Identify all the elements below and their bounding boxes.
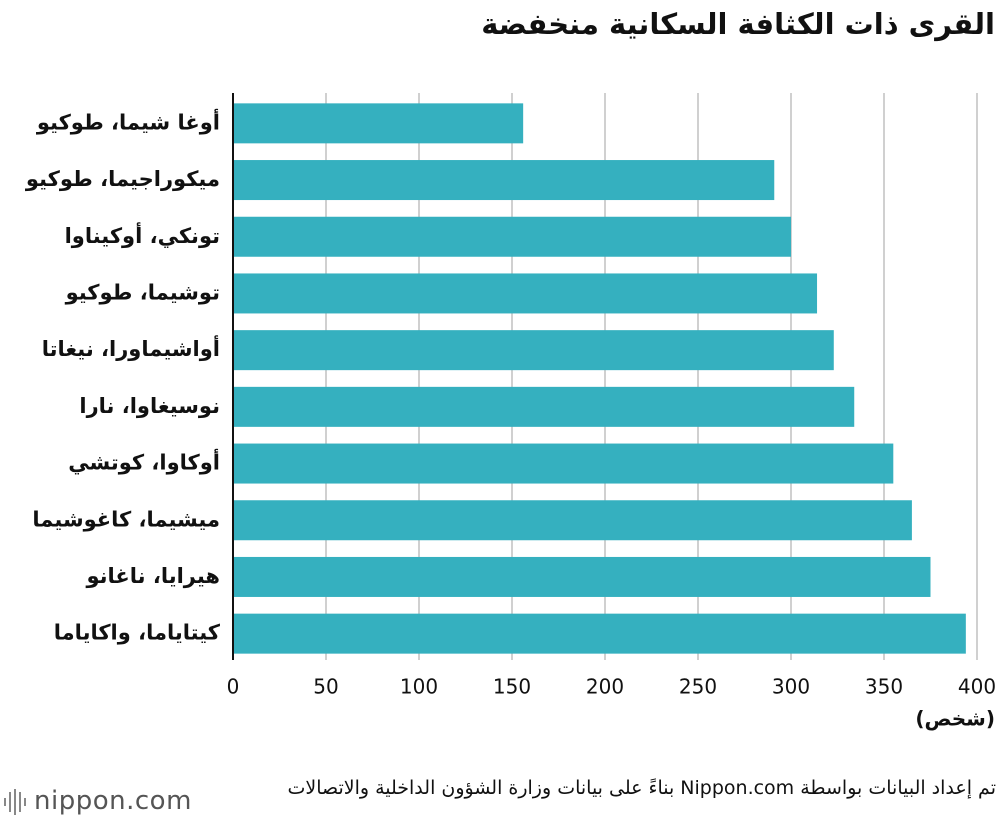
bar: [233, 556, 931, 597]
bar: [233, 330, 834, 371]
bar: [233, 386, 855, 427]
x-tick-label: 350: [865, 675, 903, 699]
y-tick-label: ميشيما، كاغوشيما: [32, 507, 220, 531]
y-tick-label: هيرايا، ناغانو: [85, 564, 220, 588]
logo-icon: [4, 789, 26, 815]
x-axis-label: (شخص): [915, 707, 995, 731]
y-tick-label: كيتاياما، واكاياما: [54, 621, 221, 645]
x-tick-label: 0: [227, 675, 240, 699]
y-tick-label: توشيما، طوكيو: [65, 280, 220, 304]
bar: [233, 500, 912, 541]
logo: nippon.com: [34, 786, 192, 816]
y-tick-label: نوسيغاوا، نارا: [79, 394, 220, 418]
y-tick-label: تونكي، أوكيناوا: [65, 221, 220, 248]
x-tick-label: 100: [400, 675, 438, 699]
chart: القرى ذات الكثافة السكانية منخفضة (شخص) …: [25, 7, 996, 731]
y-tick-label: أواشيماورا، نيغاتا: [42, 334, 220, 361]
x-tick-label: 50: [313, 675, 338, 699]
y-tick-label: أوكاوا، كوتشي: [68, 448, 220, 475]
x-tick-label: 150: [493, 675, 531, 699]
bar: [233, 443, 894, 484]
source-note: تم إعداد البيانات بواسطة Nippon.com بناء…: [287, 777, 996, 799]
y-tick-label: ميكوراجيما، طوكيو: [25, 167, 220, 191]
bar: [233, 216, 791, 257]
bar: [233, 613, 966, 654]
bar: [233, 160, 775, 201]
x-tick-label: 400: [958, 675, 996, 699]
x-tick-label: 300: [772, 675, 810, 699]
x-tick-label: 200: [586, 675, 624, 699]
chart-title: القرى ذات الكثافة السكانية منخفضة: [481, 7, 995, 41]
y-tick-label: أوغا شيما، طوكيو: [36, 107, 220, 134]
bar: [233, 103, 524, 144]
bar: [233, 273, 818, 314]
x-tick-label: 250: [679, 675, 717, 699]
